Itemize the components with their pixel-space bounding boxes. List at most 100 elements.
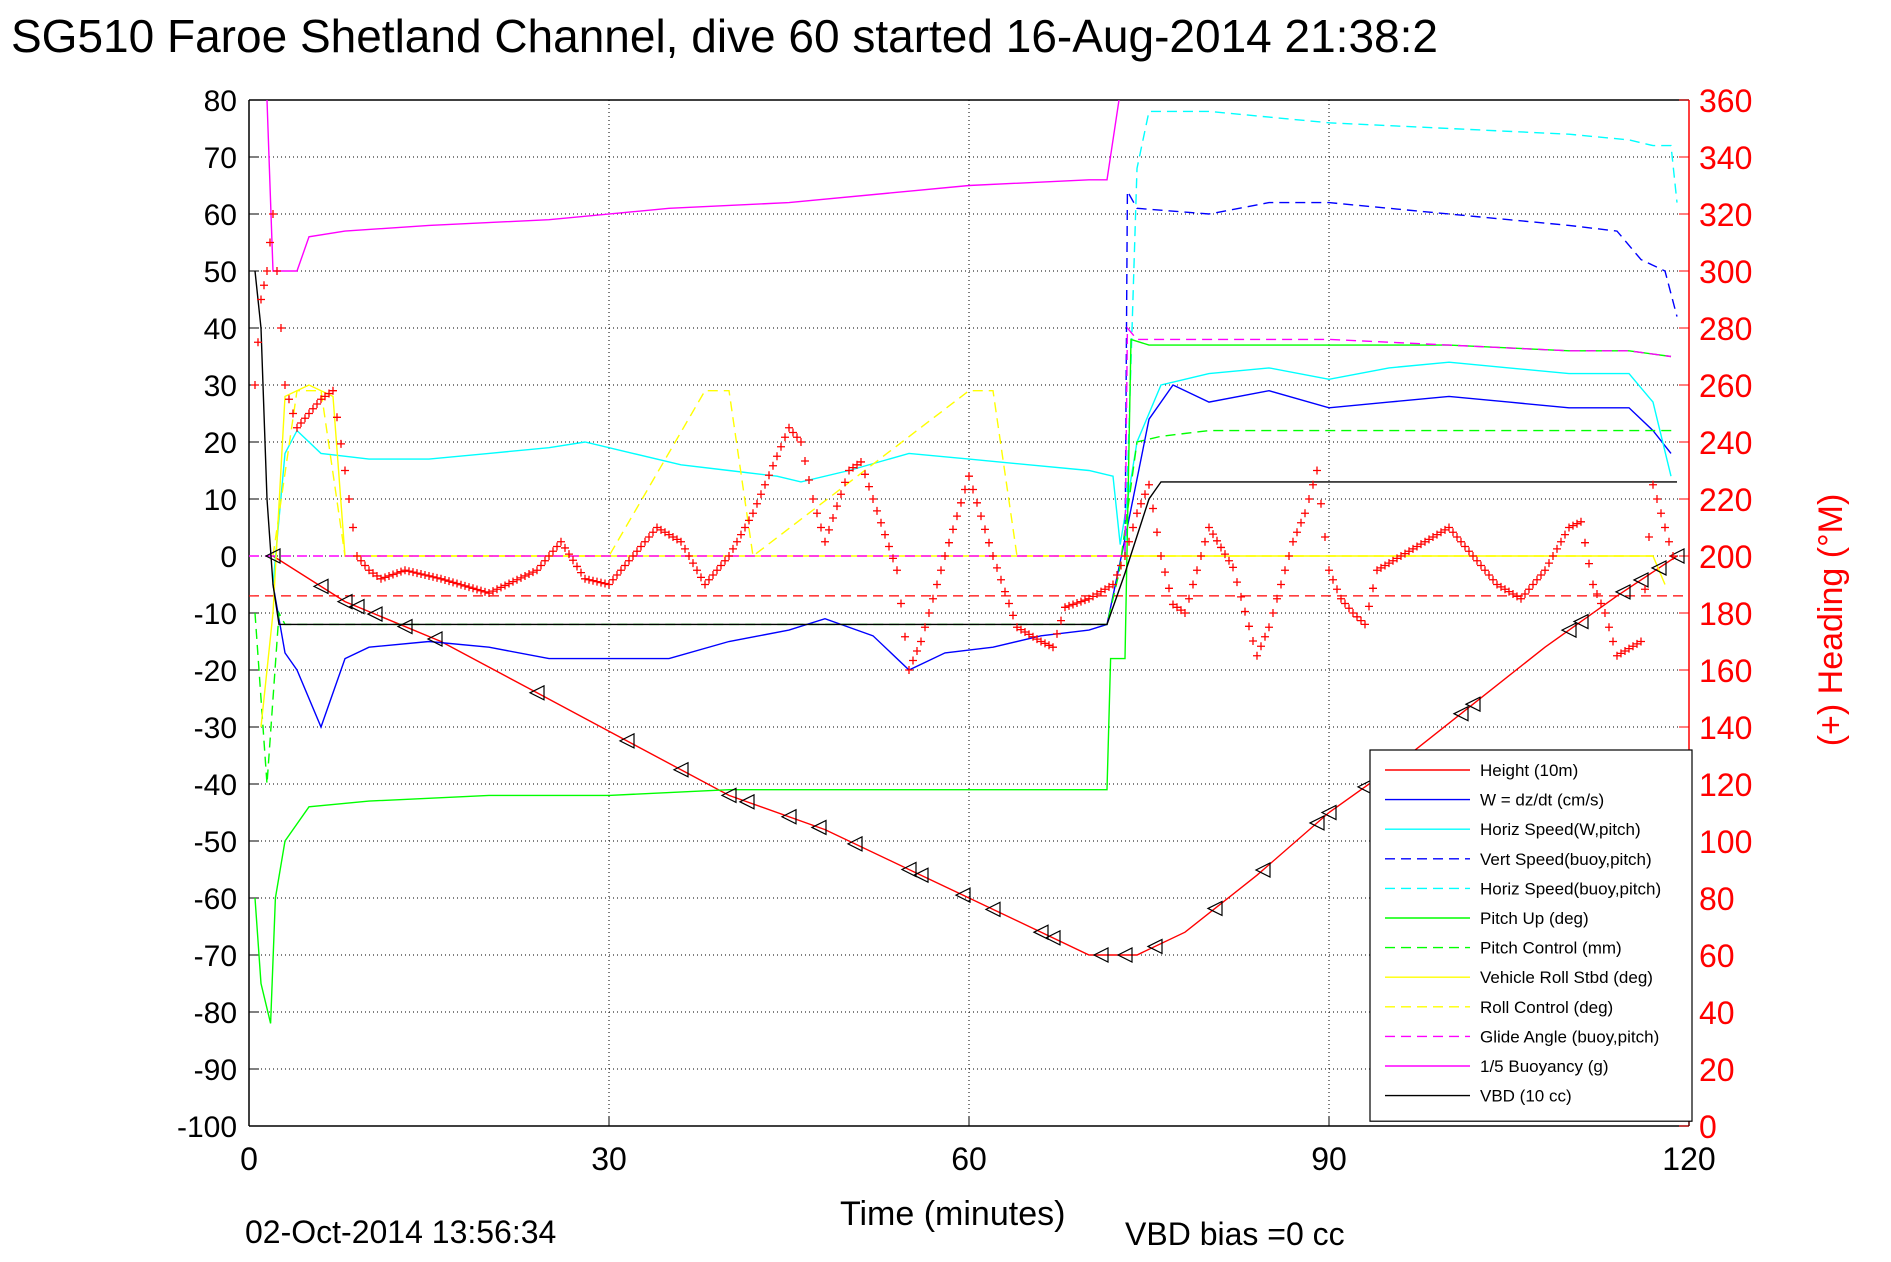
y2-tick-label: 180 bbox=[1699, 596, 1752, 632]
heading-marker bbox=[1117, 561, 1125, 570]
y-tick-label: 0 bbox=[220, 541, 237, 574]
heading-marker bbox=[1109, 580, 1117, 589]
heading-marker bbox=[1129, 523, 1137, 532]
y-tick-label: -60 bbox=[194, 883, 237, 916]
series-line-6 bbox=[254, 429, 1677, 785]
heading-marker bbox=[837, 490, 845, 499]
heading-marker bbox=[717, 561, 725, 570]
heading-marker bbox=[685, 552, 693, 560]
heading-marker bbox=[1277, 580, 1285, 589]
heading-marker bbox=[869, 495, 877, 503]
heading-marker bbox=[1549, 552, 1557, 560]
heading-marker bbox=[797, 438, 805, 446]
heading-marker bbox=[613, 571, 621, 579]
heading-marker bbox=[1485, 571, 1493, 579]
y-tick-label: 30 bbox=[204, 370, 237, 403]
heading-marker bbox=[813, 509, 821, 518]
heading-marker bbox=[581, 574, 589, 583]
heading-marker bbox=[1253, 651, 1261, 660]
heading-marker bbox=[701, 580, 709, 589]
heading-marker bbox=[1517, 594, 1525, 603]
heading-marker bbox=[649, 528, 657, 537]
legend-label: VBD (10 cc) bbox=[1480, 1087, 1572, 1106]
series-line-9 bbox=[249, 326, 1672, 557]
heading-marker bbox=[761, 480, 769, 489]
heading-marker bbox=[1593, 590, 1601, 598]
heading-marker bbox=[453, 579, 461, 588]
heading-marker bbox=[757, 490, 765, 499]
heading-marker bbox=[877, 518, 885, 527]
heading-marker bbox=[749, 509, 757, 518]
triangle-marker bbox=[396, 618, 413, 635]
heading-marker bbox=[861, 470, 869, 479]
heading-marker bbox=[1461, 542, 1469, 551]
heading-marker bbox=[541, 556, 549, 565]
heading-marker bbox=[1145, 480, 1153, 489]
heading-marker bbox=[885, 542, 893, 551]
heading-marker bbox=[1269, 609, 1277, 617]
heading-marker bbox=[1193, 566, 1201, 575]
y2-tick-label: 20 bbox=[1699, 1052, 1735, 1088]
heading-marker bbox=[841, 478, 849, 487]
heading-marker bbox=[1589, 580, 1597, 589]
heading-marker bbox=[1473, 556, 1481, 565]
y2-tick-label: 200 bbox=[1699, 539, 1752, 575]
heading-marker bbox=[833, 502, 841, 511]
heading-marker bbox=[1161, 568, 1169, 577]
heading-marker bbox=[909, 656, 917, 665]
heading-marker bbox=[413, 569, 421, 578]
heading-marker bbox=[1469, 552, 1477, 560]
heading-marker bbox=[1609, 637, 1617, 646]
heading-marker bbox=[277, 324, 285, 332]
heading-marker bbox=[1653, 495, 1661, 503]
y-tick-label: -100 bbox=[177, 1111, 237, 1144]
heading-marker bbox=[313, 400, 321, 408]
heading-marker bbox=[273, 267, 281, 275]
series-line-1 bbox=[272, 384, 1672, 729]
heading-marker bbox=[1477, 561, 1485, 570]
heading-marker bbox=[917, 637, 925, 646]
heading-marker bbox=[721, 556, 729, 565]
triangle-marker bbox=[1632, 571, 1649, 588]
heading-marker bbox=[257, 295, 265, 304]
heading-marker bbox=[1309, 480, 1317, 489]
heading-marker bbox=[745, 516, 753, 525]
heading-marker bbox=[1585, 559, 1593, 568]
triangle-marker bbox=[1320, 804, 1337, 821]
heading-marker bbox=[1121, 552, 1129, 560]
heading-marker bbox=[1605, 623, 1613, 632]
heading-marker bbox=[1345, 604, 1353, 613]
heading-marker bbox=[533, 566, 541, 575]
heading-marker bbox=[577, 568, 585, 577]
heading-marker bbox=[1561, 530, 1569, 539]
heading-marker bbox=[266, 238, 274, 247]
heading-marker bbox=[1317, 499, 1325, 508]
y2-tick-label: 360 bbox=[1699, 83, 1752, 119]
heading-marker bbox=[1577, 517, 1585, 526]
x-tick-label: 60 bbox=[951, 1141, 987, 1177]
y-tick-label: -70 bbox=[194, 940, 237, 973]
heading-marker bbox=[1565, 523, 1573, 532]
triangle-marker bbox=[1308, 814, 1325, 831]
heading-marker bbox=[309, 404, 317, 413]
legend-label: Pitch Up (deg) bbox=[1480, 909, 1589, 928]
heading-marker bbox=[1661, 523, 1669, 532]
heading-marker bbox=[1333, 585, 1341, 594]
heading-marker bbox=[641, 537, 649, 546]
heading-marker bbox=[985, 538, 993, 547]
heading-marker bbox=[913, 647, 921, 655]
heading-marker bbox=[693, 566, 701, 575]
heading-marker bbox=[977, 512, 985, 521]
heading-marker bbox=[549, 547, 557, 556]
heading-marker bbox=[1353, 612, 1361, 621]
legend-label: Horiz Speed(W,pitch) bbox=[1480, 820, 1641, 839]
heading-marker bbox=[509, 577, 517, 586]
y2-tick-label: 320 bbox=[1699, 197, 1752, 233]
heading-marker bbox=[773, 452, 781, 461]
triangle-marker bbox=[954, 887, 971, 904]
right-axis-label: (+) Heading (°M) bbox=[1812, 494, 1850, 747]
heading-marker bbox=[997, 575, 1005, 584]
heading-marker bbox=[493, 585, 501, 594]
heading-marker bbox=[1529, 580, 1537, 589]
heading-marker bbox=[1125, 537, 1133, 546]
